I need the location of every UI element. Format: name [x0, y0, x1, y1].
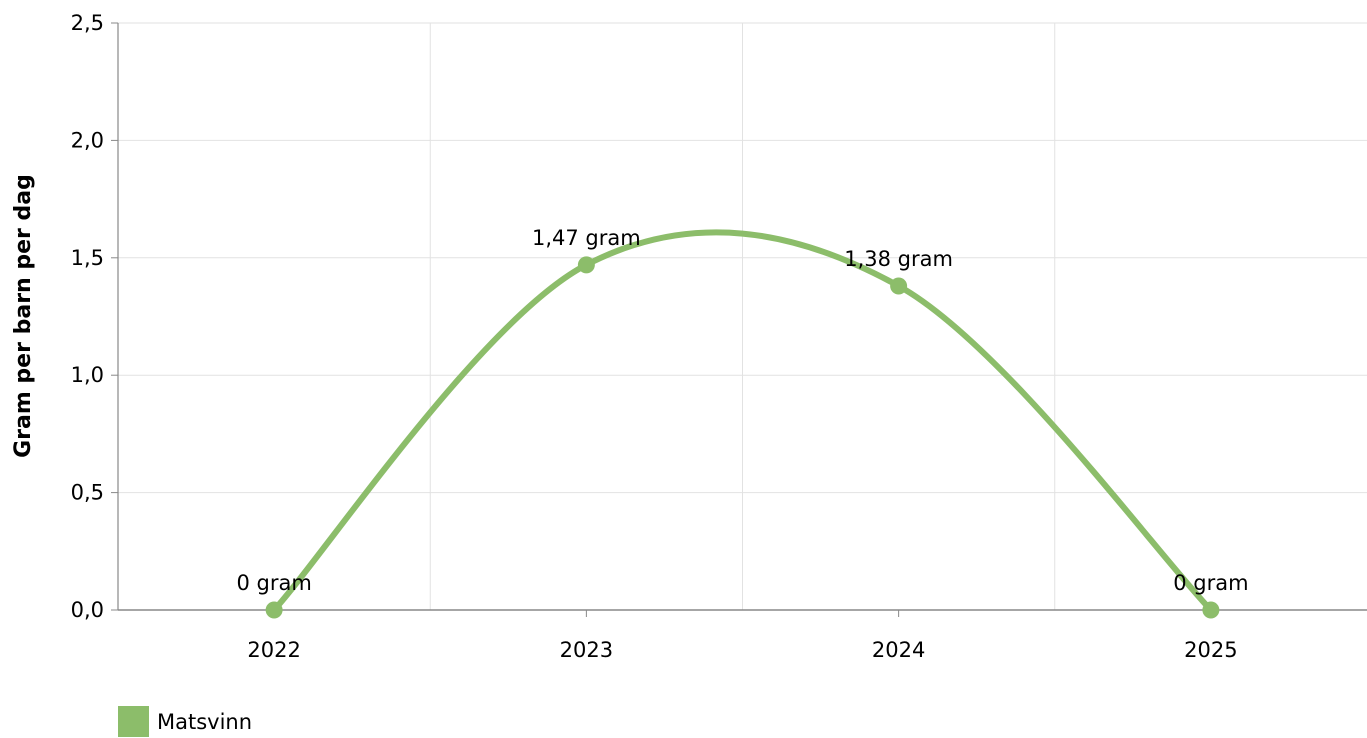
y-tick-label: 1,5: [71, 246, 104, 270]
data-label: 1,38 gram: [844, 247, 953, 271]
data-labels: 0 gram 1,47 gram 1,38 gram 0 gram: [236, 226, 1248, 595]
data-label: 0 gram: [236, 571, 311, 595]
data-label: 1,47 gram: [532, 226, 641, 250]
series-matsvinn: [265, 229, 1220, 619]
data-point: [1202, 601, 1220, 619]
data-label: 0 gram: [1173, 571, 1248, 595]
data-point: [577, 256, 595, 274]
x-tick-label: 2023: [560, 638, 613, 662]
legend: Matsvinn: [118, 706, 252, 737]
y-tick-label: 2,0: [71, 128, 104, 152]
data-point: [265, 601, 283, 619]
x-tick-label: 2025: [1184, 638, 1237, 662]
data-point: [890, 277, 908, 295]
x-tick-labels: 2022 2023 2024 2025: [247, 638, 1237, 662]
legend-swatch: [118, 706, 149, 737]
y-tick-label: 0,5: [71, 481, 104, 505]
legend-label-matsvinn: Matsvinn: [157, 709, 253, 734]
grid-lines: [118, 22, 1367, 610]
x-tick-label: 2024: [872, 638, 925, 662]
axes: [111, 22, 1367, 617]
y-tick-label: 0,0: [71, 598, 104, 622]
y-tick-label: 1,0: [71, 363, 104, 387]
y-axis-label: Gram per barn per dag: [11, 174, 36, 458]
y-tick-labels: 0,0 0,5 1,0 1,5 2,0 2,5: [71, 11, 104, 622]
y-tick-label: 2,5: [71, 11, 104, 35]
series-line: [271, 229, 1214, 613]
x-tick-label: 2022: [247, 638, 300, 662]
